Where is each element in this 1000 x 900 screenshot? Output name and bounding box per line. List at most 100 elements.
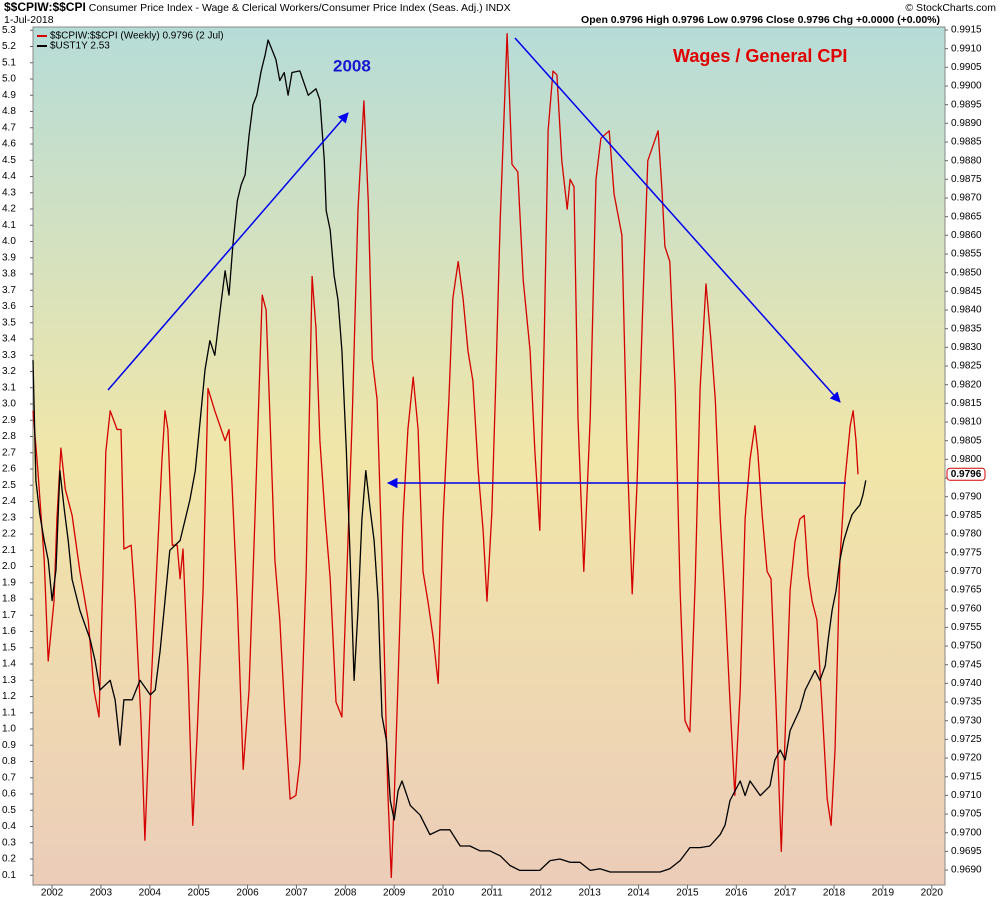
y-tick-label: 0.9875 (951, 174, 982, 185)
y-tick-label: 2.2 (2, 529, 16, 540)
y-tick-label: 0.7 (2, 772, 16, 783)
y-tick-label: 0.1 (2, 870, 16, 881)
y-tick-label: 0.9855 (951, 249, 982, 260)
y-tick-label: 0.9820 (951, 379, 982, 390)
y-tick-label: 0.9710 (951, 790, 982, 801)
y-tick-label: 0.9790 (951, 491, 982, 502)
x-tick-label: 2013 (579, 888, 602, 899)
y-tick-label: 0.9825 (951, 361, 982, 372)
y-tick-label: 2.9 (2, 415, 16, 426)
arrow (107, 112, 349, 391)
y-tick-label: 2.8 (2, 431, 16, 442)
y-tick-label: 4.0 (2, 236, 16, 247)
y-tick-label: 0.9 (2, 740, 16, 751)
y-tick-label: 4.2 (2, 204, 16, 215)
plot-area (32, 26, 946, 886)
x-tick-label: 2016 (725, 888, 748, 899)
y-tick-label: 0.9695 (951, 846, 982, 857)
y-tick-label: 0.9735 (951, 697, 982, 708)
legend-label: $$CPIW:$$CPI (Weekly) 0.9796 (2 Jul) (50, 31, 224, 42)
y-tick-label: 1.6 (2, 626, 16, 637)
symbol: $$CPIW:$$CPI (4, 0, 86, 14)
y-tick-label: 3.7 (2, 285, 16, 296)
y-tick-label: 0.9720 (951, 753, 982, 764)
y-tick-label: 2.0 (2, 561, 16, 572)
annotation: 2008 (333, 56, 371, 75)
series-line (32, 33, 859, 879)
y-tick-label: 0.9755 (951, 622, 982, 633)
y-tick-label: 0.9770 (951, 566, 982, 577)
y-tick-label: 0.9730 (951, 715, 982, 726)
y-tick-label: 2.5 (2, 480, 16, 491)
title: Consumer Price Index - Wage & Clerical W… (89, 2, 483, 14)
y-tick-label: 0.8 (2, 756, 16, 767)
y-tick-label: 3.3 (2, 350, 16, 361)
annotation: Wages / General CPI (673, 46, 847, 66)
series-lines: 0.9796 (32, 33, 986, 879)
y-tick-label: 0.9745 (951, 659, 982, 670)
y-tick-label: 0.6 (2, 789, 16, 800)
y-tick-label: 0.9815 (951, 398, 982, 409)
legend-label: $UST1Y 2.53 (50, 41, 110, 52)
y-tick-label: 4.9 (2, 90, 16, 101)
x-tick-label: 2005 (188, 888, 211, 899)
y-tick-label: 1.1 (2, 707, 16, 718)
y-tick-label: 0.9705 (951, 809, 982, 820)
y-tick-label: 0.9725 (951, 734, 982, 745)
y-tick-label: 0.9765 (951, 585, 982, 596)
quote: Open 0.9796 High 0.9796 Low 0.9796 Close… (581, 14, 940, 26)
y-tick-label: 2.4 (2, 496, 16, 507)
y-tick-label: 0.9830 (951, 342, 982, 353)
y-tick-label: 0.9780 (951, 529, 982, 540)
series-line (32, 39, 867, 873)
y-tick-label: 1.0 (2, 724, 16, 735)
y-tick-label: 3.0 (2, 399, 16, 410)
x-tick-label: 2009 (383, 888, 406, 899)
y-tick-label: 0.9915 (951, 25, 982, 36)
x-tick-label: 2003 (90, 888, 113, 899)
y-tick-label: 3.2 (2, 366, 16, 377)
x-tick-label: 2017 (774, 888, 797, 899)
x-tick-label: 2010 (432, 888, 455, 899)
y-tick-label: 0.9740 (951, 678, 982, 689)
exchange: INDX (486, 2, 511, 14)
y-tick-label: 5.2 (2, 41, 16, 52)
y-tick-label: 0.9880 (951, 155, 982, 166)
y-tick-label: 4.5 (2, 155, 16, 166)
x-tick-label: 2020 (921, 888, 944, 899)
y-tick-label: 0.9775 (951, 547, 982, 558)
y-tick-label: 0.9715 (951, 771, 982, 782)
y-tick-label: 0.9805 (951, 435, 982, 446)
date: 1-Jul-2018 (4, 14, 54, 26)
y-tick-label: 0.3 (2, 837, 16, 848)
y-tick-label: 1.3 (2, 675, 16, 686)
y-tick-label: 0.9885 (951, 137, 982, 148)
y-tick-label: 0.9895 (951, 99, 982, 110)
y-tick-label: 5.1 (2, 57, 16, 68)
arrow (514, 37, 841, 403)
x-tick-label: 2002 (41, 888, 64, 899)
x-tick-label: 2014 (627, 888, 650, 899)
y-tick-label: 1.8 (2, 594, 16, 605)
y-tick-label: 1.5 (2, 642, 16, 653)
y-tick-label: 2.1 (2, 545, 16, 556)
y-tick-label: 0.9690 (951, 865, 982, 876)
header-title: $$CPIW:$$CPI Consumer Price Index - Wage… (4, 0, 511, 14)
x-tick-label: 2011 (481, 888, 503, 899)
y-tick-label: 1.2 (2, 691, 16, 702)
y-tick-label: 5.0 (2, 74, 16, 85)
x-tick-label: 2012 (530, 888, 553, 899)
y-tick-label: 0.4 (2, 821, 16, 832)
y-tick-label: 4.4 (2, 171, 16, 182)
source: © StockCharts.com (905, 2, 996, 14)
y-tick-label: 5.3 (2, 25, 16, 36)
y-tick-label: 0.9810 (951, 417, 982, 428)
y-tick-label: 0.9835 (951, 323, 982, 334)
y-tick-label: 0.9905 (951, 62, 982, 73)
y-tick-label: 0.9750 (951, 641, 982, 652)
y-tick-label: 2.7 (2, 447, 16, 458)
y-tick-label: 0.9700 (951, 827, 982, 838)
y-tick-label: 4.3 (2, 187, 16, 198)
